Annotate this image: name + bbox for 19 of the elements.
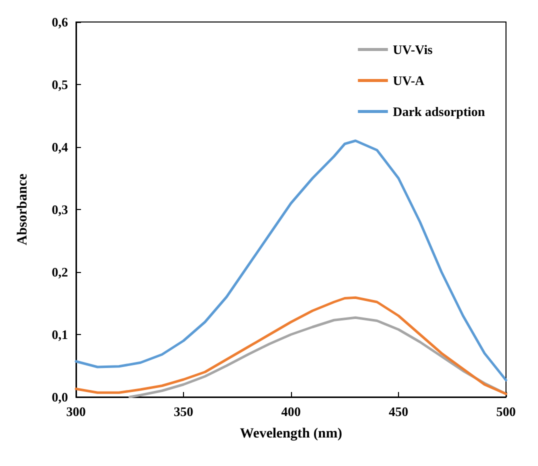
y-tick-label: 0,1 [52,327,68,342]
line-series [74,140,508,382]
legend-label: Dark adsorption [392,104,486,119]
x-axis-title: Wevelength (nm) [240,426,342,442]
x-tick-label: 450 [388,404,408,419]
y-tick-label: 0,5 [52,77,68,92]
x-tick-label: 350 [174,404,194,419]
y-tick-label: 0,2 [52,264,68,280]
y-tick-label: 0,3 [52,202,68,217]
x-tick-label: 300 [66,404,86,419]
legend-label: UV-A [392,73,426,88]
y-axis-title: Absorbance [16,174,30,246]
legend-label: UV-Vis [392,42,433,57]
x-tick-label: 400 [281,404,301,419]
y-tick-label: 0,0 [52,390,68,404]
x-tick-label: 500 [496,404,516,419]
y-tick-label: 0,6 [52,14,68,30]
line-series [74,296,508,396]
y-tick-label: 0,4 [52,140,68,154]
